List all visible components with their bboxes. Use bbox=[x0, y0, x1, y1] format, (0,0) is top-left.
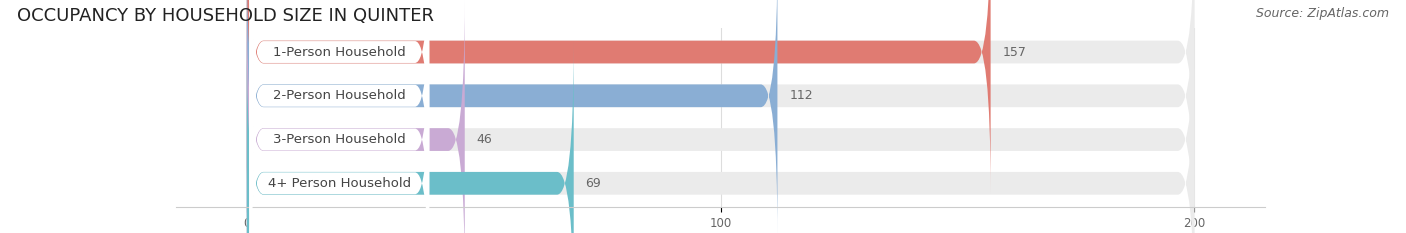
Text: 157: 157 bbox=[1002, 45, 1026, 58]
FancyBboxPatch shape bbox=[247, 0, 991, 194]
FancyBboxPatch shape bbox=[249, 0, 429, 216]
Text: 2-Person Household: 2-Person Household bbox=[273, 89, 405, 102]
FancyBboxPatch shape bbox=[249, 0, 429, 172]
Text: 3-Person Household: 3-Person Household bbox=[273, 133, 405, 146]
Text: 46: 46 bbox=[477, 133, 492, 146]
Text: 112: 112 bbox=[789, 89, 813, 102]
FancyBboxPatch shape bbox=[247, 0, 778, 233]
FancyBboxPatch shape bbox=[249, 63, 429, 233]
Text: Source: ZipAtlas.com: Source: ZipAtlas.com bbox=[1256, 7, 1389, 20]
FancyBboxPatch shape bbox=[247, 0, 1194, 233]
FancyBboxPatch shape bbox=[247, 0, 465, 233]
Text: 69: 69 bbox=[585, 177, 602, 190]
FancyBboxPatch shape bbox=[247, 41, 1194, 233]
FancyBboxPatch shape bbox=[249, 19, 429, 233]
FancyBboxPatch shape bbox=[247, 0, 1194, 233]
Text: 4+ Person Household: 4+ Person Household bbox=[267, 177, 411, 190]
FancyBboxPatch shape bbox=[247, 41, 574, 233]
Text: 1-Person Household: 1-Person Household bbox=[273, 45, 405, 58]
Text: OCCUPANCY BY HOUSEHOLD SIZE IN QUINTER: OCCUPANCY BY HOUSEHOLD SIZE IN QUINTER bbox=[17, 7, 434, 25]
FancyBboxPatch shape bbox=[247, 0, 1194, 194]
